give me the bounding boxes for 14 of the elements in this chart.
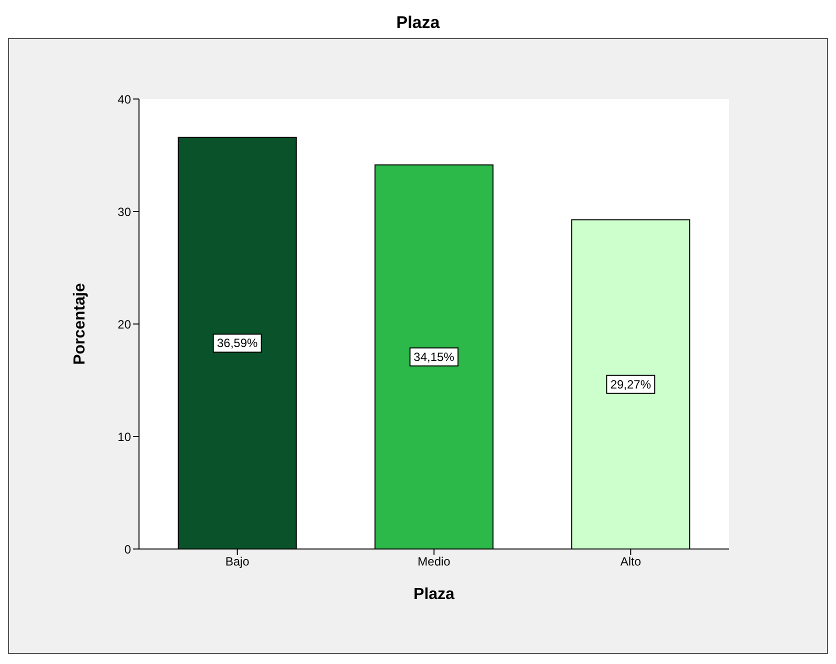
y-tick-label: 10 — [118, 430, 132, 444]
data-label: 29,27% — [610, 377, 652, 392]
y-axis-title: Porcentaje — [72, 282, 89, 365]
x-axis-title: Plaza — [414, 586, 455, 603]
x-tick-label: Alto — [620, 554, 642, 569]
x-tick-label: Bajo — [225, 554, 250, 569]
chart-title: Plaza — [395, 12, 441, 34]
x-tick-label: Medio — [418, 554, 451, 569]
data-label: 36,59% — [216, 336, 258, 350]
y-tick-label: 30 — [118, 204, 132, 219]
y-tick-label: 0 — [124, 542, 132, 556]
y-tick-label: 40 — [118, 92, 132, 106]
y-tick-label: 20 — [118, 317, 132, 332]
data-label: 34,15% — [414, 350, 455, 364]
